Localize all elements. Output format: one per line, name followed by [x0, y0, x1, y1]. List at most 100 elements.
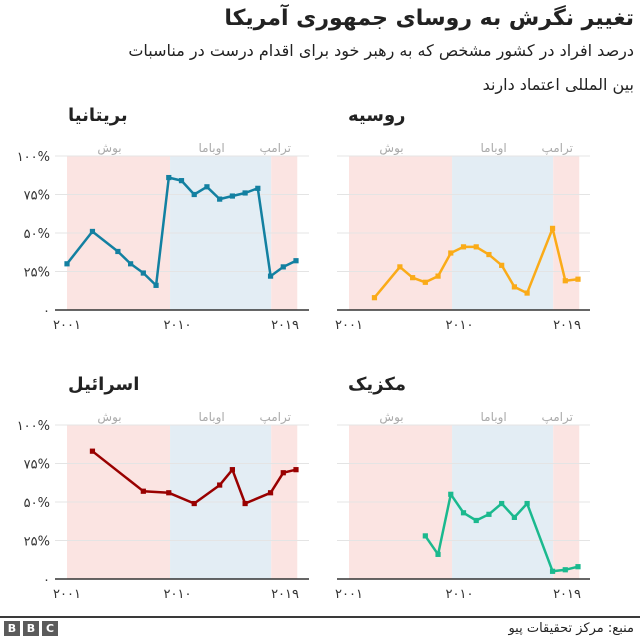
y-tick-label: ۱۰۰%: [17, 419, 50, 434]
data-point-marker: [486, 511, 492, 517]
bbc-logo-letter: B: [4, 621, 20, 636]
data-point-marker: [486, 251, 492, 258]
chart-russia: بوش اوباما ترامپ ۲۰۰۱ ۲۰۱۰ ۲۰۱۹: [335, 141, 590, 333]
data-point-marker: [575, 276, 581, 282]
chart-title-russia: روسیه: [348, 105, 406, 126]
data-point-marker: [242, 500, 248, 507]
data-point-marker: [422, 533, 428, 539]
data-point-marker: [166, 174, 172, 181]
data-point-marker: [460, 244, 467, 250]
x-tick-label: ۲۰۱۰: [164, 318, 192, 333]
y-tick-label: ۰: [43, 304, 50, 319]
data-point-marker: [267, 273, 274, 279]
x-tick-label: ۲۰۱۹: [271, 318, 299, 333]
data-point-marker: [128, 261, 134, 267]
data-point-marker: [293, 258, 299, 264]
data-point-marker: [140, 270, 146, 276]
data-point-marker: [562, 278, 568, 284]
data-point-marker: [280, 264, 286, 270]
data-point-marker: [255, 185, 261, 191]
data-point-marker: [217, 482, 223, 488]
data-point-marker: [511, 284, 517, 290]
data-point-marker: [217, 196, 223, 202]
x-tick-label: ۲۰۱۰: [446, 318, 474, 333]
data-point-marker: [549, 568, 556, 574]
y-tick-label: ۷۵%: [24, 189, 50, 204]
data-point-marker: [191, 500, 197, 507]
x-tick-label: ۲۰۱۹: [271, 587, 299, 602]
data-point-marker: [460, 510, 467, 516]
period-label: اوباما: [481, 141, 507, 156]
y-tick-label: ۲۵%: [24, 535, 50, 550]
x-tick-label: ۲۰۰۱: [335, 587, 363, 602]
y-tick-label: ۵۰%: [24, 227, 50, 242]
y-tick-label: ۷۵%: [24, 458, 50, 473]
data-point-marker: [204, 184, 210, 190]
data-point-marker: [115, 248, 121, 255]
data-point-marker: [140, 488, 146, 494]
data-point-marker: [562, 567, 568, 573]
x-tick-label: ۲۰۱۹: [553, 587, 581, 602]
period-label: بوش: [97, 410, 121, 425]
period-label: بوش: [379, 410, 403, 425]
x-tick-label: ۲۰۱۹: [553, 318, 581, 333]
data-point-marker: [435, 551, 441, 557]
y-tick-label: ۲۵%: [24, 266, 50, 281]
footer-divider: [0, 616, 640, 618]
data-point-marker: [397, 264, 403, 270]
data-point-marker: [229, 467, 235, 473]
period-label: اوباما: [481, 410, 507, 425]
x-tick-label: ۲۰۱۰: [164, 587, 192, 602]
data-point-marker: [410, 275, 416, 281]
period-label: اوباما: [199, 410, 225, 425]
data-point-marker: [191, 191, 197, 198]
data-point-marker: [293, 467, 299, 473]
data-point-marker: [178, 178, 185, 184]
data-point-marker: [473, 244, 479, 250]
data-point-marker: [448, 250, 454, 256]
x-tick-label: ۲۰۰۱: [53, 587, 81, 602]
chart-israel: بوش اوباما ترامپ ۰ ۲۵% ۵۰% ۷۵% ۱۰۰% ۲۰۰۱ ۲۰۱۰ ۲۰۱۹: [17, 410, 309, 602]
page-title: تغییر نگرش به روسای جمهوری آمریکا: [224, 6, 634, 31]
data-line: [91, 450, 297, 505]
period-label: اوباما: [199, 141, 225, 156]
data-point-marker: [524, 500, 530, 507]
data-point-marker: [229, 193, 235, 199]
bbc-logo: B B C: [4, 621, 58, 636]
data-point-marker: [549, 225, 556, 231]
subtitle-line-2: بین المللی اعتماد دارند: [482, 75, 634, 94]
period-label: ترامپ: [259, 141, 291, 156]
chart-mexico: بوش اوباما ترامپ ۲۰۰۱ ۲۰۱۰ ۲۰۱۹: [335, 410, 590, 602]
period-label: ترامپ: [259, 410, 291, 425]
data-point-marker: [499, 500, 505, 507]
data-point-marker: [242, 190, 248, 196]
period-label: ترامپ: [541, 410, 573, 425]
chart-title-mexico: مکزیک: [348, 374, 406, 395]
data-point-marker: [473, 517, 479, 524]
y-tick-label: ۵۰%: [24, 496, 50, 511]
data-point-marker: [448, 491, 454, 497]
data-point-marker: [511, 514, 517, 520]
data-point-marker: [64, 261, 70, 267]
data-point-marker: [267, 490, 274, 496]
data-point-marker: [166, 490, 172, 496]
chart-title-britain: بریتانیا: [68, 105, 128, 126]
chart-title-israel: اسرائیل: [68, 374, 140, 395]
period-label: بوش: [379, 141, 403, 156]
data-point-marker: [435, 273, 441, 279]
bbc-logo-letter: B: [23, 621, 39, 636]
chart-britain: بوش اوباما ترامپ ۰ ۲۵% ۵۰% ۷۵% ۱۰۰% ۲۰۰۱ ۲۰۱۰ ۲۰۱۹: [17, 141, 309, 333]
data-point-marker: [89, 448, 96, 454]
data-point-marker: [153, 282, 159, 288]
y-tick-label: ۱۰۰%: [17, 150, 50, 165]
x-tick-label: ۲۰۰۱: [53, 318, 81, 333]
data-point-marker: [89, 228, 96, 235]
source-note: منبع: مرکز تحقیقات پیو: [508, 621, 634, 636]
x-tick-label: ۲۰۱۰: [446, 587, 474, 602]
period-label: بوش: [97, 141, 121, 156]
subtitle-line-1: درصد افراد در کشور مشخص که به رهبر خود ب…: [128, 41, 634, 60]
x-tick-label: ۲۰۰۱: [335, 318, 363, 333]
data-point-marker: [422, 279, 428, 285]
bbc-logo-letter: C: [42, 621, 58, 636]
